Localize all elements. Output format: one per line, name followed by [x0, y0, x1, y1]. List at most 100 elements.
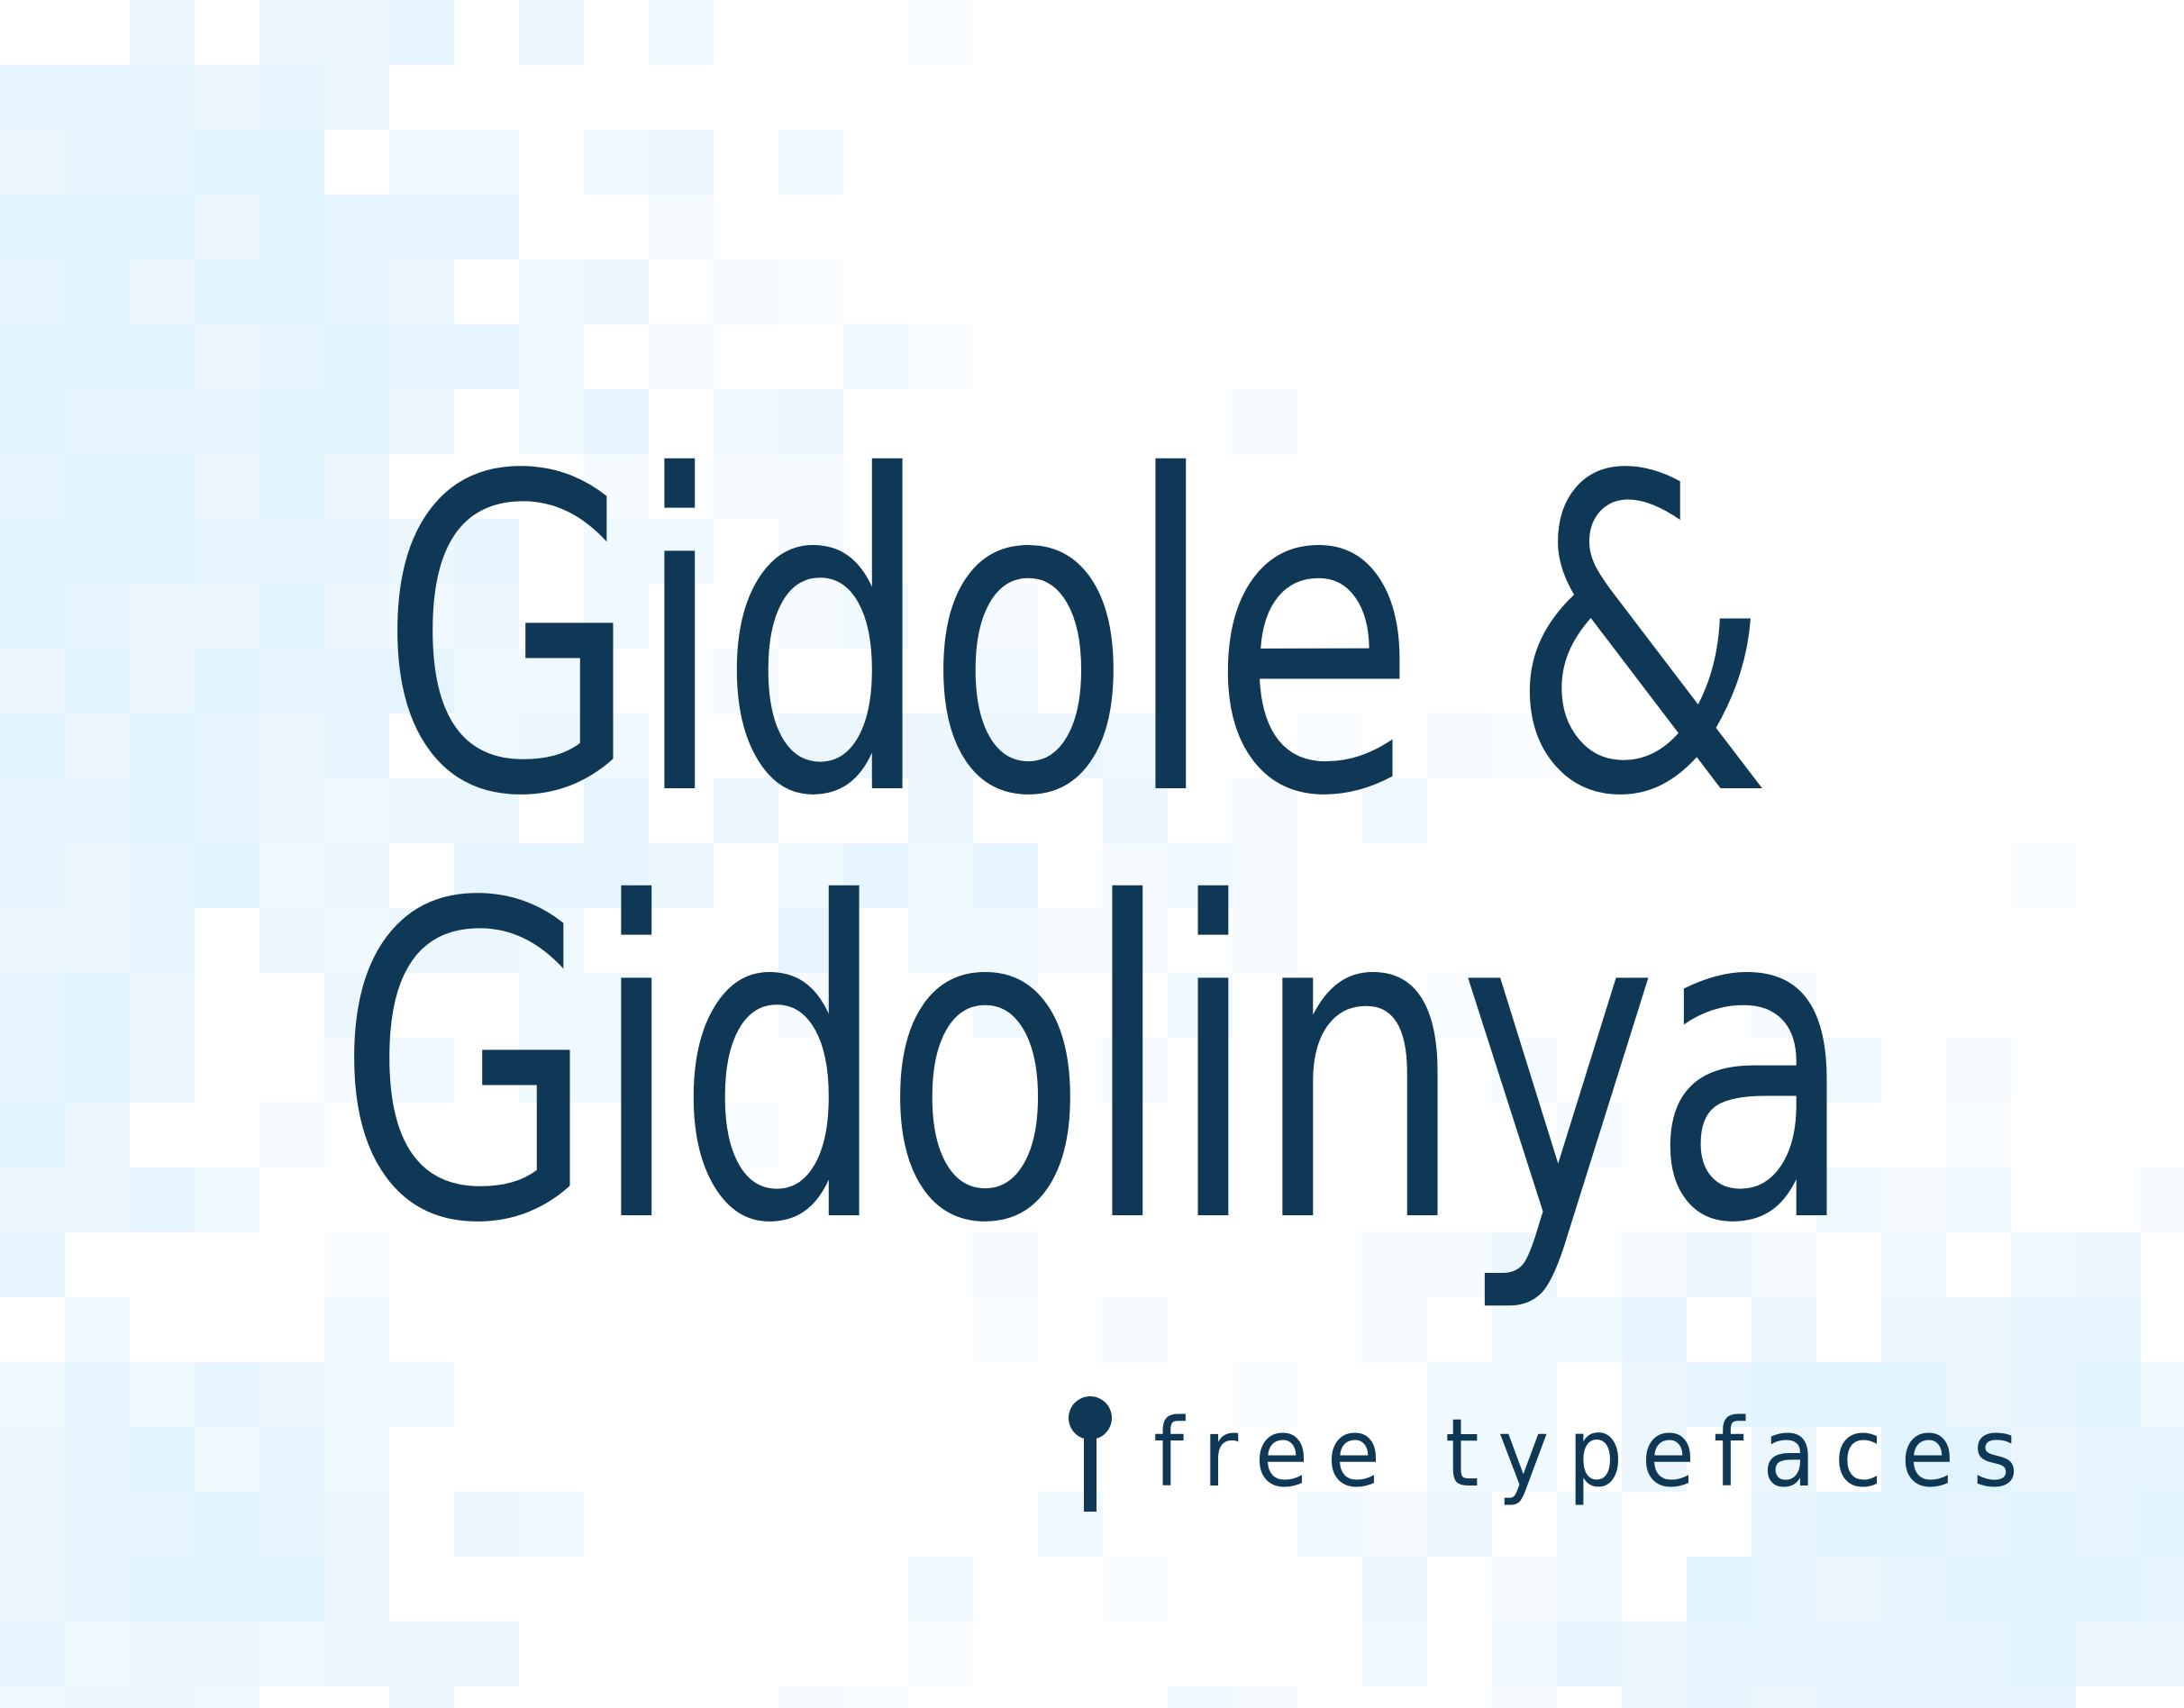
mosaic-tile — [778, 713, 843, 778]
mosaic-tile — [389, 130, 454, 195]
mosaic-tile — [195, 130, 259, 195]
mosaic-tile — [908, 908, 973, 973]
mosaic-tile — [584, 778, 649, 843]
mosaic-tile — [584, 713, 649, 778]
mosaic-tile — [1752, 1492, 1816, 1557]
mosaic-tile — [584, 584, 649, 649]
mosaic-tile — [1557, 1492, 1622, 1557]
mosaic-tile — [778, 843, 843, 908]
mosaic-tile — [843, 1686, 908, 1708]
mosaic-tile — [0, 973, 65, 1038]
mosaic-tile — [259, 324, 324, 389]
mosaic-tile — [454, 843, 519, 908]
mosaic-tile — [454, 1622, 519, 1686]
mosaic-tile — [778, 973, 843, 1038]
mosaic-tile — [973, 908, 1038, 973]
mosaic-tile — [714, 454, 778, 519]
mosaic-tile — [195, 519, 259, 584]
mosaic-tile — [130, 973, 195, 1038]
mosaic-tile — [0, 519, 65, 584]
mosaic-tile — [1622, 1362, 1687, 1427]
mosaic-tile — [2011, 1362, 2076, 1427]
mosaic-tile — [1038, 713, 1103, 778]
mosaic-tile — [0, 649, 65, 713]
mosaic-tile — [0, 1686, 65, 1708]
mosaic-tile — [324, 195, 389, 259]
mosaic-tile — [843, 843, 908, 908]
mosaic-tile — [714, 778, 778, 843]
mosaic-tile — [1103, 1557, 1168, 1622]
mosaic-tile — [324, 259, 389, 324]
mosaic-tile — [195, 1492, 259, 1557]
mosaic-tile — [778, 259, 843, 324]
mosaic-tile — [973, 649, 1038, 713]
mosaic-tile — [1752, 1622, 1816, 1686]
mosaic-tile — [130, 65, 195, 130]
mosaic-tile — [649, 324, 714, 389]
mosaic-tile — [259, 259, 324, 324]
mosaic-tile — [1103, 1297, 1168, 1362]
mosaic-tile — [1362, 1232, 1427, 1297]
mosaic-tile — [65, 454, 130, 519]
mosaic-tile — [2011, 1557, 2076, 1622]
mosaic-tile — [65, 130, 130, 195]
mosaic-tile — [65, 1167, 130, 1232]
mosaic-tile — [0, 454, 65, 519]
mosaic-tile — [2011, 843, 2076, 908]
mosaic-tile — [65, 973, 130, 1038]
mosaic-tile — [0, 778, 65, 843]
mosaic-tile — [1233, 1362, 1297, 1427]
mosaic-tile — [259, 1492, 324, 1557]
mosaic-tile — [1881, 1557, 1946, 1622]
mosaic-tile — [584, 389, 649, 454]
mosaic-tile — [324, 1427, 389, 1492]
mosaic-tile — [389, 259, 454, 324]
mosaic-tile — [0, 843, 65, 908]
mosaic-tile — [324, 1297, 389, 1362]
mosaic-tile — [259, 843, 324, 908]
mosaic-tile — [65, 195, 130, 259]
mosaic-tile — [778, 908, 843, 973]
mosaic-tile — [584, 454, 649, 519]
mosaic-tile — [1233, 778, 1297, 843]
mosaic-tile — [389, 778, 454, 843]
mosaic-tile — [324, 584, 389, 649]
mosaic-tile — [259, 1622, 324, 1686]
mosaic-tile — [1946, 1427, 2011, 1492]
mosaic-tile — [65, 259, 130, 324]
mosaic-tile — [324, 519, 389, 584]
mosaic-tile — [1622, 1427, 1687, 1492]
mosaic-tile — [0, 389, 65, 454]
mosaic-tile — [843, 324, 908, 389]
mosaic-tile — [130, 1557, 195, 1622]
mosaic-tile — [389, 1362, 454, 1427]
mosaic-tile — [2141, 1492, 2184, 1557]
mosaic-tile — [324, 778, 389, 843]
mosaic-tile — [2141, 1427, 2184, 1492]
mosaic-tile — [324, 843, 389, 908]
mosaic-tile — [1168, 1686, 1233, 1708]
mosaic-tile — [259, 65, 324, 130]
mosaic-tile — [1622, 1232, 1687, 1297]
mosaic-tile — [1427, 713, 1492, 778]
mosaic-tile — [1557, 1103, 1622, 1167]
mosaic-tile — [195, 584, 259, 649]
mosaic-tile — [130, 259, 195, 324]
mosaic-tile — [0, 1557, 65, 1622]
mosaic-tile — [195, 778, 259, 843]
mosaic-tile — [908, 778, 973, 843]
mosaic-tile — [324, 65, 389, 130]
mosaic-tile — [1233, 389, 1297, 454]
mosaic-tile — [1687, 1232, 1752, 1297]
mosaic-tile — [0, 713, 65, 778]
mosaic-tile — [130, 454, 195, 519]
mosaic-tile — [195, 1167, 259, 1232]
mosaic-tile — [195, 324, 259, 389]
mosaic-tile — [195, 1557, 259, 1622]
mosaic-tile — [1622, 1686, 1687, 1708]
mosaic-tile — [1297, 713, 1362, 778]
mosaic-tile — [1038, 908, 1103, 973]
mosaic-tile — [1622, 1622, 1687, 1686]
mosaic-tile — [65, 1557, 130, 1622]
mosaic-tile — [649, 0, 714, 65]
